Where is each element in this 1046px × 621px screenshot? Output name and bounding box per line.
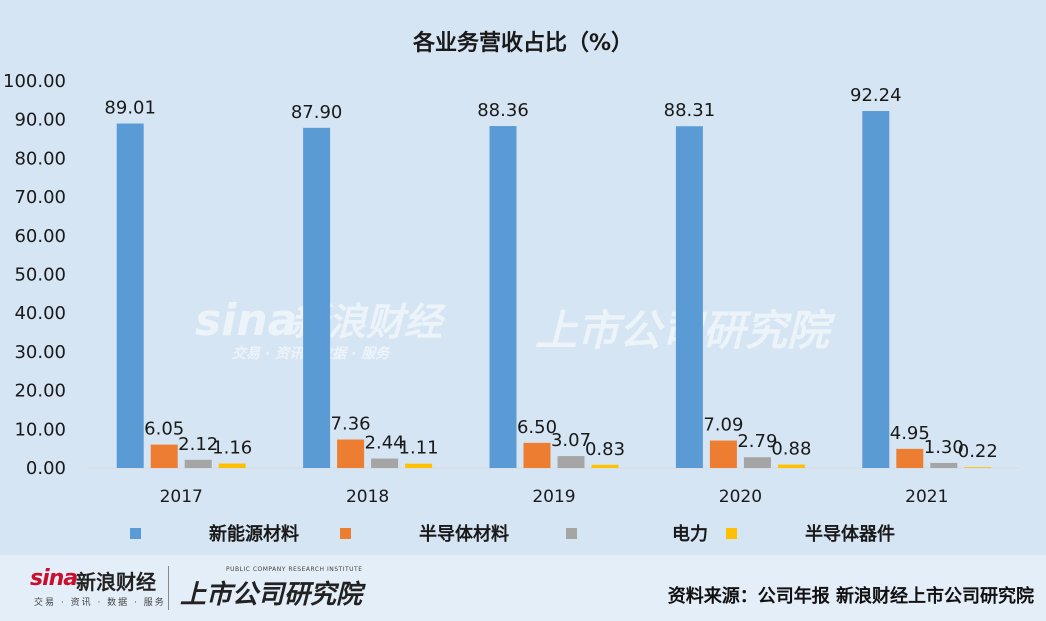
y-tick-label: 100.00 xyxy=(3,71,66,92)
data-labels: 89.01 6.052.121.16 87.90 7.362.441.11 88.36 6… xyxy=(104,85,997,462)
data-label: 7.09 xyxy=(703,415,743,436)
bar xyxy=(557,456,585,468)
footer-bar xyxy=(0,555,1046,621)
bar xyxy=(523,442,551,468)
bar xyxy=(675,126,703,469)
footer-research-tagline: PUBLIC COMPANY RESEARCH INSTITUTE xyxy=(226,566,363,573)
bar xyxy=(489,126,517,468)
data-label: 6.05 xyxy=(144,419,184,440)
data-label: 87.90 xyxy=(291,102,343,123)
data-label: 4.95 xyxy=(890,423,930,444)
y-tick-label: 10.00 xyxy=(14,419,66,440)
legend-swatch xyxy=(340,528,351,539)
bar xyxy=(709,440,737,468)
data-label: 2.44 xyxy=(365,433,405,454)
data-label: 0.83 xyxy=(585,439,625,460)
chart-title: 各业务营收占比（%） xyxy=(412,30,633,56)
legend-swatch xyxy=(726,528,737,539)
footer-sina-name: 新浪财经 xyxy=(76,570,156,594)
bar xyxy=(896,448,924,468)
bars xyxy=(116,111,992,469)
bar xyxy=(303,127,331,469)
legend-swatch xyxy=(566,528,577,539)
bar xyxy=(116,123,144,468)
y-tick-label: 60.00 xyxy=(14,226,66,247)
data-label: 1.30 xyxy=(924,437,964,458)
bar xyxy=(337,439,365,468)
bar xyxy=(371,458,399,468)
data-label: 1.16 xyxy=(212,438,252,459)
y-tick-label: 80.00 xyxy=(14,148,66,169)
x-tick-label: 2019 xyxy=(532,487,575,507)
x-axis: 2017 2018 2019 2020 2021 xyxy=(160,487,949,507)
data-label: 0.22 xyxy=(958,441,998,462)
source-note: 资料来源：公司年报 新浪财经上市公司研究院 xyxy=(667,586,1034,607)
data-label: 2.12 xyxy=(178,434,218,455)
y-tick-label: 40.00 xyxy=(14,303,66,324)
legend-label: 半导体器件 xyxy=(805,523,895,545)
y-tick-label: 30.00 xyxy=(14,342,66,363)
bar xyxy=(150,444,178,468)
bar xyxy=(964,467,992,468)
data-label: 88.36 xyxy=(477,100,529,121)
bar xyxy=(743,457,771,468)
x-tick-label: 2021 xyxy=(905,487,948,507)
bar xyxy=(405,463,433,468)
footer-sina-tagline: 交易 · 资讯 · 数据 · 服务 xyxy=(34,598,166,608)
data-label: 1.11 xyxy=(399,438,439,459)
data-label: 0.88 xyxy=(771,439,811,460)
legend: 新能源材料 半导体材料 电力 半导体器件 xyxy=(130,523,895,545)
data-label: 7.36 xyxy=(331,414,371,435)
data-label: 3.07 xyxy=(551,430,591,451)
y-tick-label: 70.00 xyxy=(14,187,66,208)
legend-label: 新能源材料 xyxy=(209,523,299,545)
y-tick-label: 90.00 xyxy=(14,110,66,131)
x-tick-label: 2018 xyxy=(346,487,389,507)
legend-label: 电力 xyxy=(672,523,708,545)
y-tick-label: 20.00 xyxy=(14,381,66,402)
legend-label: 半导体材料 xyxy=(419,523,509,545)
y-tick-label: 50.00 xyxy=(14,265,66,286)
y-axis: 0.00 10.00 20.00 30.00 40.00 50.00 60.00 70.00 8… xyxy=(3,71,1020,479)
bar xyxy=(777,464,805,468)
data-label: 2.79 xyxy=(737,431,777,452)
bar xyxy=(184,459,212,468)
watermark-sina-logo: sina xyxy=(195,295,297,346)
footer-divider xyxy=(168,566,169,610)
legend-swatch xyxy=(130,528,141,539)
footer-research-logo: 上市公司研究院 xyxy=(180,580,363,610)
y-tick-label: 0.00 xyxy=(26,458,66,479)
data-label: 6.50 xyxy=(517,417,557,438)
bar xyxy=(862,111,890,469)
data-label: 88.31 xyxy=(664,100,716,121)
x-tick-label: 2017 xyxy=(160,487,203,507)
footer-sina-logo: sina xyxy=(30,566,78,591)
bar xyxy=(591,464,619,468)
bar xyxy=(930,462,958,468)
bar xyxy=(218,463,246,468)
data-label: 92.24 xyxy=(850,85,902,106)
data-label: 89.01 xyxy=(104,98,156,119)
x-tick-label: 2020 xyxy=(719,487,762,507)
